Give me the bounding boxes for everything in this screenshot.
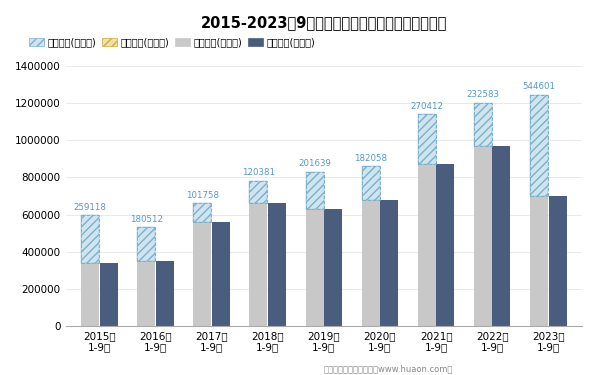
Bar: [250, 181, 267, 326]
Text: 180512: 180512: [130, 215, 162, 224]
Bar: [81, 215, 99, 263]
Bar: [193, 203, 211, 222]
Bar: [156, 261, 174, 326]
Bar: [549, 196, 567, 326]
Bar: [137, 228, 155, 261]
Bar: [268, 203, 286, 326]
Title: 2015-2023年9月安徽省外商投资企业进出口差额图: 2015-2023年9月安徽省外商投资企业进出口差额图: [201, 15, 447, 30]
Bar: [81, 215, 99, 326]
Bar: [306, 171, 324, 326]
Bar: [474, 103, 492, 146]
Text: 120381: 120381: [242, 168, 275, 177]
Legend: 贸易顺差(万美元), 贸易逆差(万美元), 出口总额(万美元), 进口总额(万美元): 贸易顺差(万美元), 贸易逆差(万美元), 出口总额(万美元), 进口总额(万美…: [29, 37, 316, 47]
Text: 201639: 201639: [298, 159, 331, 168]
Bar: [324, 209, 342, 326]
Bar: [137, 228, 155, 326]
Text: 101758: 101758: [186, 191, 219, 200]
Bar: [493, 146, 510, 326]
Text: 232583: 232583: [466, 90, 500, 99]
Bar: [193, 203, 211, 326]
Bar: [436, 164, 454, 326]
Text: 182058: 182058: [354, 153, 387, 162]
Text: 259118: 259118: [73, 203, 106, 212]
Bar: [418, 114, 436, 326]
Bar: [474, 103, 492, 326]
Bar: [530, 95, 548, 196]
Bar: [212, 222, 230, 326]
Bar: [362, 166, 380, 326]
Bar: [418, 114, 436, 164]
Bar: [380, 200, 398, 326]
Bar: [362, 166, 380, 200]
Bar: [306, 171, 324, 209]
Text: 270412: 270412: [410, 102, 444, 111]
Text: 制图：华经产业研究院（www.huaon.com）: 制图：华经产业研究院（www.huaon.com）: [324, 364, 453, 373]
Bar: [100, 263, 118, 326]
Bar: [250, 181, 267, 203]
Text: 544601: 544601: [522, 82, 556, 92]
Bar: [530, 95, 548, 326]
